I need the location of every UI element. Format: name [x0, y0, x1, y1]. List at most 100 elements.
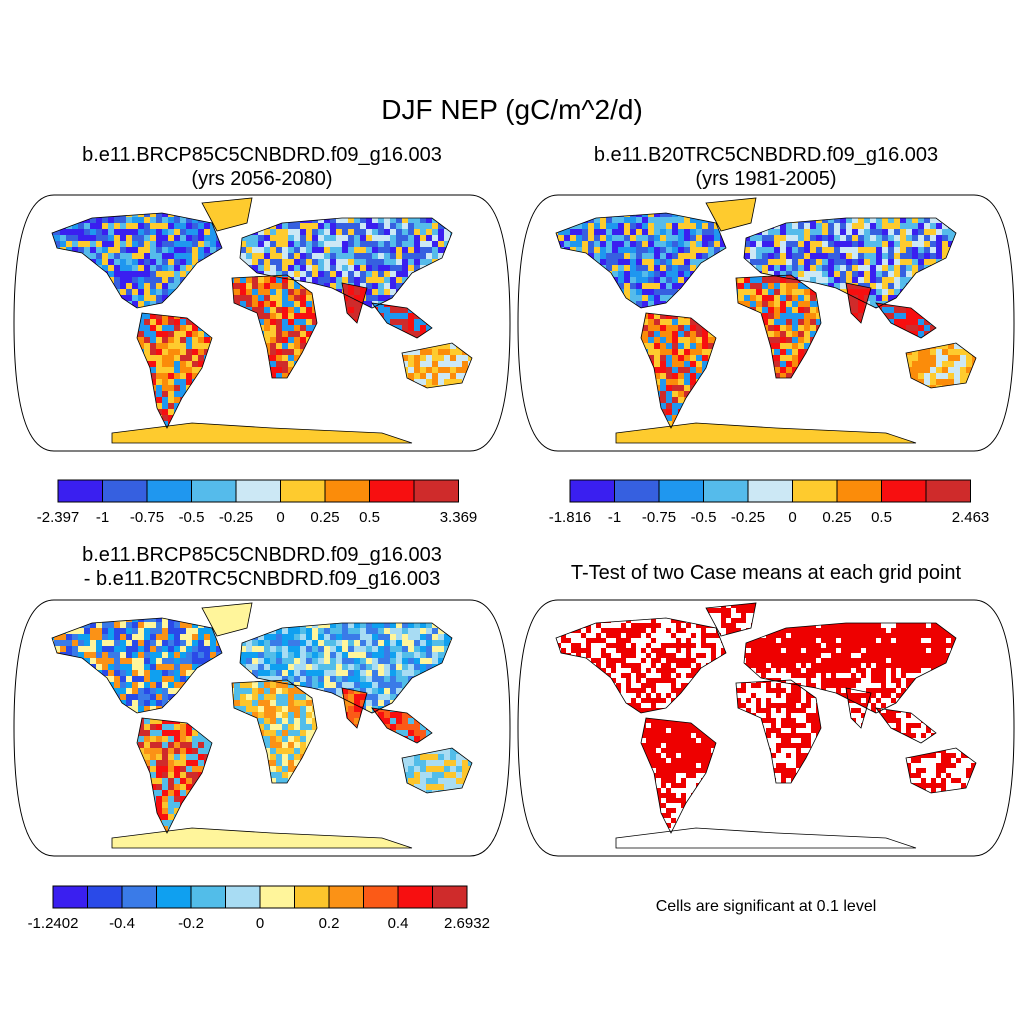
field-cell	[102, 397, 108, 403]
field-cell	[60, 367, 66, 373]
field-cell	[90, 415, 96, 421]
field-cell	[222, 277, 228, 283]
field-cell	[96, 319, 102, 325]
field-cell	[228, 373, 234, 379]
field-cell	[36, 205, 42, 211]
field-cell	[48, 439, 54, 445]
field-cell	[462, 307, 468, 313]
field-cell	[192, 259, 198, 265]
field-cell	[42, 283, 48, 289]
field-cell	[438, 271, 444, 277]
field-cell	[492, 445, 498, 451]
field-cell	[144, 193, 150, 199]
field-cell	[30, 265, 36, 271]
field-cell	[294, 193, 300, 199]
field-cell	[66, 439, 72, 445]
field-cell	[96, 397, 102, 403]
field-cell	[222, 415, 228, 421]
field-cell	[312, 289, 318, 295]
field-cell	[12, 307, 18, 313]
field-cell	[324, 325, 330, 331]
field-cell	[312, 421, 318, 427]
field-cell	[42, 391, 48, 397]
field-cell	[444, 319, 450, 325]
field-cell	[210, 319, 216, 325]
field-cell	[486, 367, 492, 373]
field-cell	[468, 265, 474, 271]
field-cell	[36, 247, 42, 253]
field-cell	[450, 439, 456, 445]
field-cell	[264, 391, 270, 397]
field-cell	[90, 337, 96, 343]
field-cell	[18, 355, 24, 361]
field-cell	[492, 397, 498, 403]
field-cell	[390, 409, 396, 415]
field-cell	[474, 247, 480, 253]
field-cell	[246, 403, 252, 409]
field-cell	[480, 391, 486, 397]
field-cell	[120, 265, 126, 271]
field-cell	[204, 379, 210, 385]
field-cell	[474, 379, 480, 385]
field-cell	[180, 295, 186, 301]
field-cell	[132, 403, 138, 409]
field-cell	[360, 343, 366, 349]
field-cell	[174, 223, 180, 229]
field-cell	[462, 217, 468, 223]
field-cell	[150, 259, 156, 265]
field-cell	[432, 451, 438, 457]
field-cell	[84, 295, 90, 301]
field-cell	[186, 289, 192, 295]
field-cell	[438, 205, 444, 211]
field-cell	[330, 397, 336, 403]
field-cell	[432, 403, 438, 409]
field-cell	[150, 421, 156, 427]
field-cell	[42, 271, 48, 277]
field-cell	[252, 211, 258, 217]
field-cell	[222, 277, 228, 283]
field-cell	[48, 277, 54, 283]
field-cell	[84, 283, 90, 289]
field-cell	[486, 445, 492, 451]
field-cell	[24, 193, 30, 199]
field-cell	[72, 217, 78, 223]
field-cell	[468, 205, 474, 211]
field-cell	[234, 235, 240, 241]
field-cell	[234, 241, 240, 247]
field-cell	[468, 277, 474, 283]
field-cell	[84, 277, 90, 283]
field-cell	[132, 361, 138, 367]
field-cell	[444, 217, 450, 223]
field-cell	[72, 397, 78, 403]
field-cell	[468, 241, 474, 247]
field-cell	[48, 247, 54, 253]
field-cell	[276, 211, 282, 217]
field-cell	[300, 415, 306, 421]
field-cell	[192, 271, 198, 277]
field-cell	[318, 361, 324, 367]
field-cell	[36, 451, 42, 457]
field-cell	[84, 427, 90, 433]
field-cell	[360, 361, 366, 367]
field-cell	[54, 403, 60, 409]
field-cell	[336, 193, 342, 199]
field-cell	[240, 379, 246, 385]
field-cell	[312, 355, 318, 361]
field-cell	[48, 349, 54, 355]
field-cell	[186, 193, 192, 199]
field-cell	[108, 199, 114, 205]
field-cell	[174, 229, 180, 235]
field-cell	[462, 397, 468, 403]
field-cell	[222, 343, 228, 349]
field-cell	[414, 199, 420, 205]
field-cell	[498, 265, 504, 271]
field-cell	[54, 289, 60, 295]
field-cell	[198, 289, 204, 295]
field-cell	[456, 247, 462, 253]
field-cell	[228, 247, 234, 253]
field-cell	[372, 397, 378, 403]
field-cell	[156, 253, 162, 259]
field-cell	[54, 211, 60, 217]
field-cell	[414, 193, 420, 199]
field-cell	[192, 295, 198, 301]
